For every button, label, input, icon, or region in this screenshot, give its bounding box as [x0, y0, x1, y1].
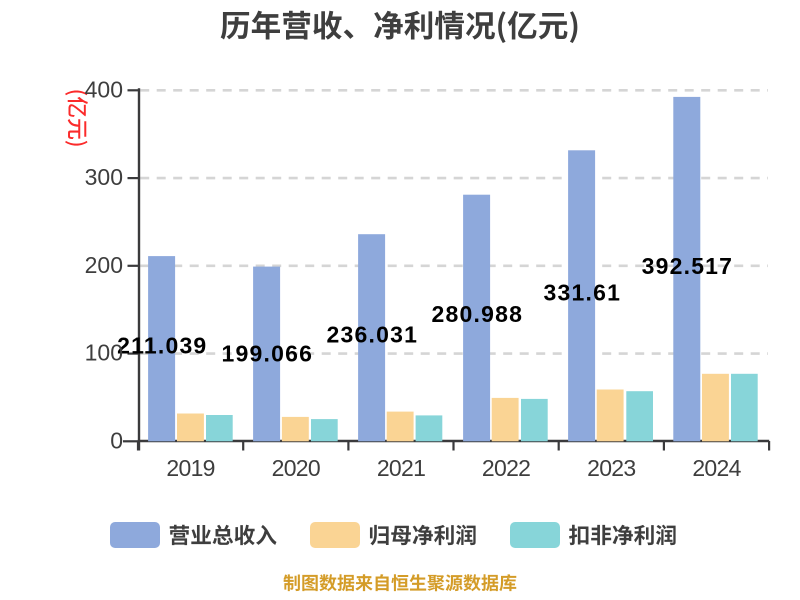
svg-text:2022: 2022	[482, 455, 530, 481]
svg-text:2020: 2020	[272, 455, 320, 481]
svg-text:392.517: 392.517	[642, 253, 734, 279]
svg-text:211.039: 211.039	[117, 333, 207, 359]
svg-text:2021: 2021	[377, 455, 425, 481]
svg-text:400: 400	[85, 76, 123, 102]
svg-text:280.988: 280.988	[432, 301, 524, 327]
svg-text:200: 200	[85, 252, 123, 278]
svg-text:100: 100	[85, 340, 123, 366]
svg-text:2024: 2024	[692, 455, 741, 481]
svg-text:2023: 2023	[587, 455, 635, 481]
svg-text:300: 300	[85, 164, 123, 190]
svg-text:0: 0	[110, 427, 123, 453]
svg-text:199.066: 199.066	[222, 340, 314, 366]
svg-text:236.031: 236.031	[327, 322, 419, 348]
svg-text:331.61: 331.61	[544, 280, 622, 306]
svg-text:2019: 2019	[166, 455, 214, 481]
